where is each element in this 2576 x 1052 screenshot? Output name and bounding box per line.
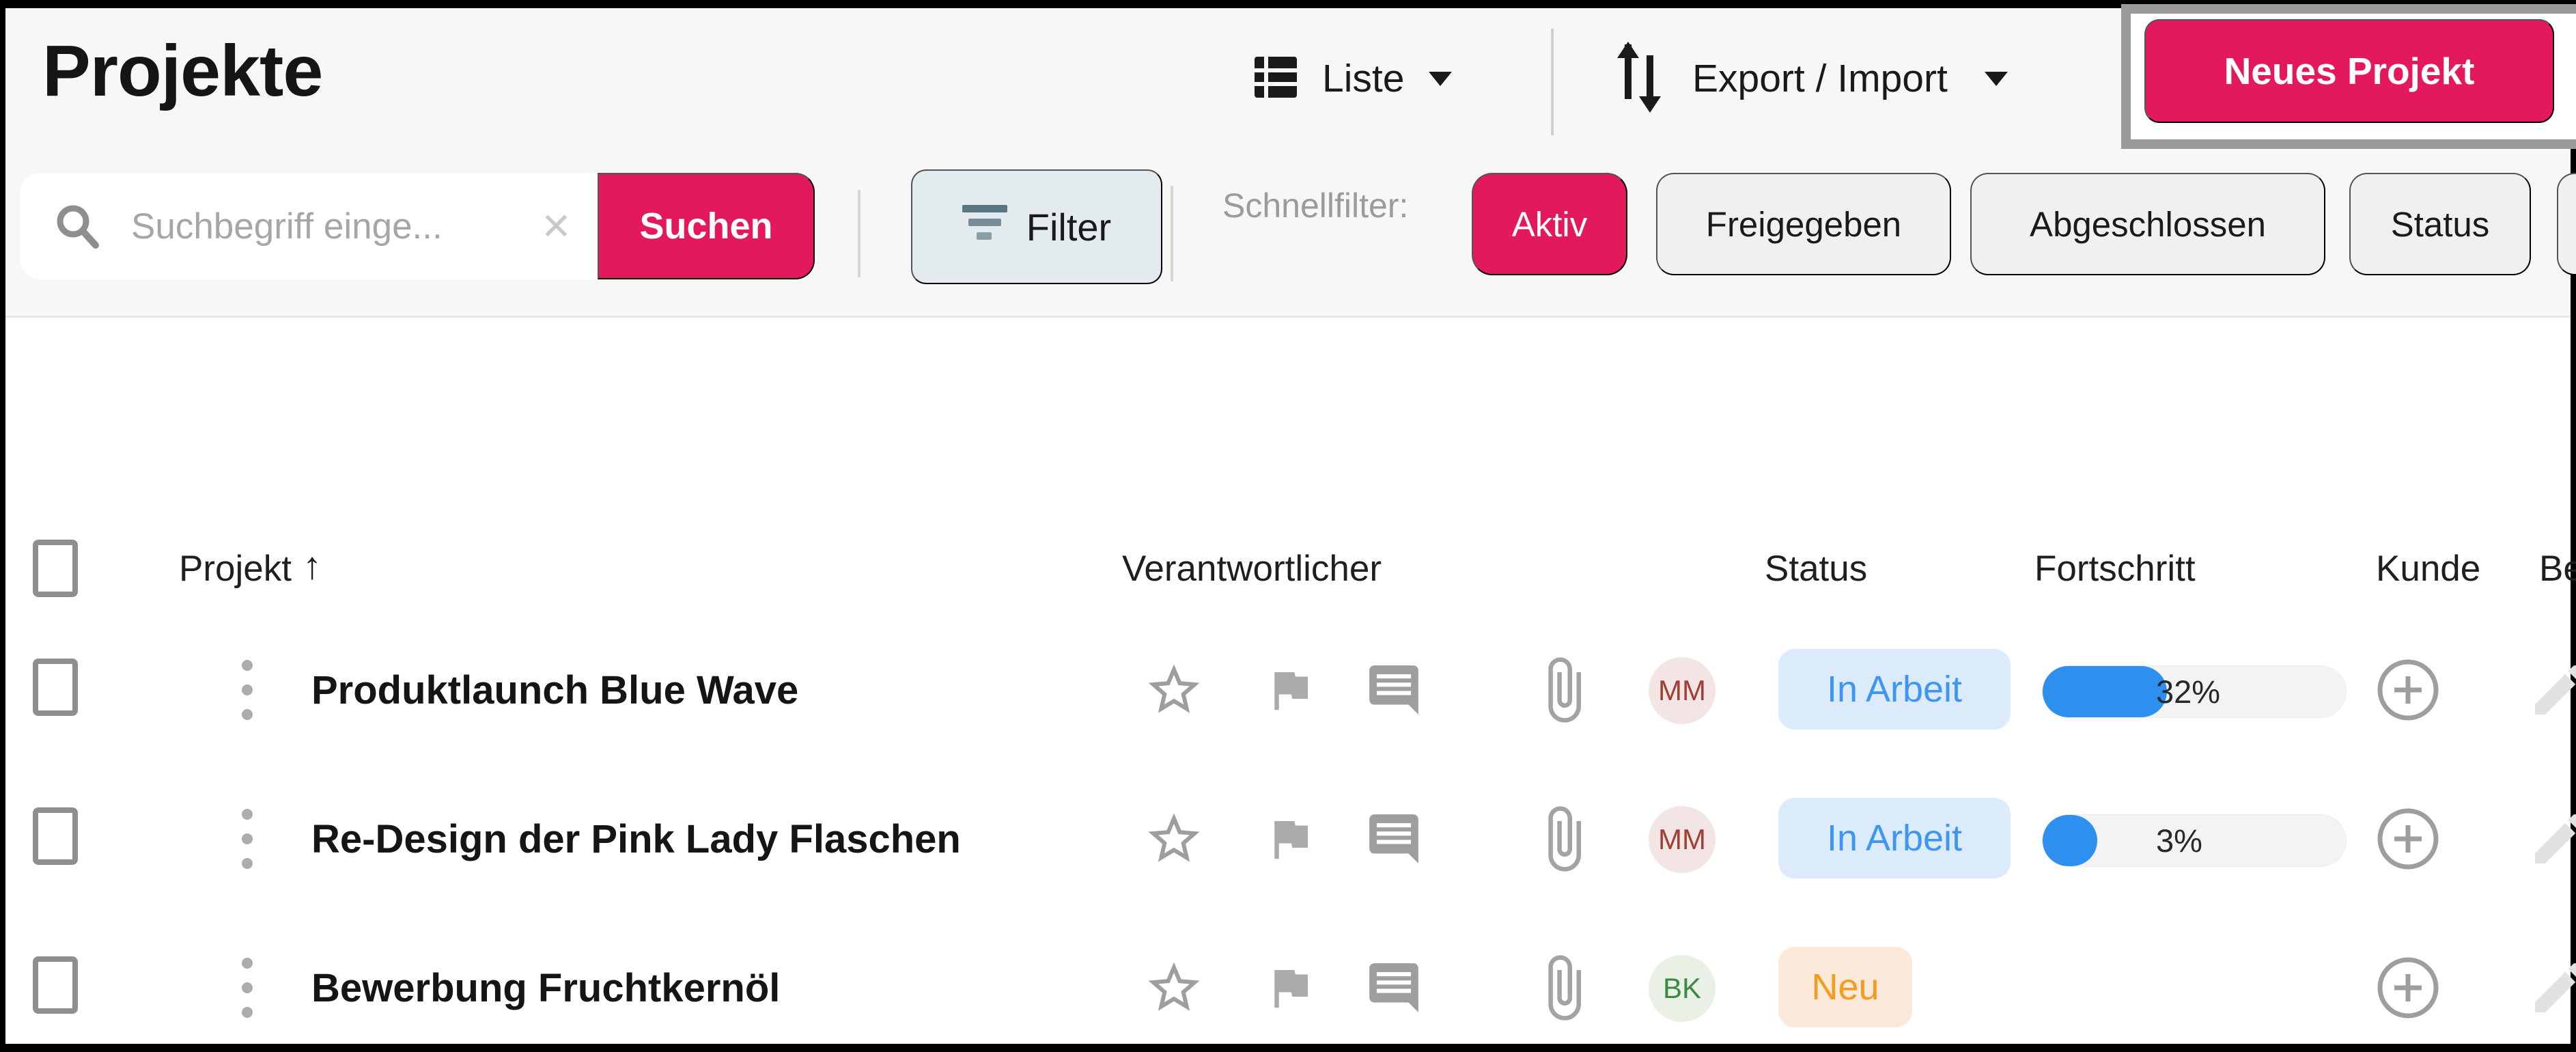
comment-icon[interactable] (1364, 764, 1423, 914)
project-name[interactable]: Re-Design der Pink Lady Flaschen (311, 816, 961, 861)
star-icon[interactable] (1143, 615, 1205, 765)
column-header-projekt[interactable]: Projekt ↑ (179, 543, 322, 589)
column-header-kunde[interactable]: Kunde (2376, 548, 2481, 589)
view-switcher-label: Liste (1322, 57, 1405, 100)
project-name[interactable]: Bewerbung Fruchtkernöl (311, 965, 781, 1010)
progress-fill (2043, 815, 2097, 866)
filter-divider (1171, 186, 1173, 281)
column-header-status[interactable]: Status (1765, 548, 1868, 589)
status-badge[interactable]: Neu (1778, 947, 1912, 1027)
page-title: Projekte (42, 31, 323, 111)
row-checkbox[interactable] (33, 956, 78, 1014)
chevron-down-icon (1429, 71, 1453, 86)
quick-filter-status[interactable]: Status (2349, 173, 2531, 275)
search-submit-button[interactable]: Suchen (598, 173, 815, 279)
up-down-arrows-icon (1613, 38, 1665, 120)
status-badge[interactable]: In Arbeit (1778, 798, 2011, 878)
filter-icon (962, 204, 1007, 251)
quick-filter-freigegeben[interactable]: Freigegeben (1656, 173, 1951, 275)
progress-bar: 32% (2042, 665, 2347, 718)
row-checkbox[interactable] (33, 807, 78, 865)
column-header-verantwortlicher[interactable]: Verantwortlicher (1122, 548, 1382, 589)
row-menu-kebab-icon[interactable] (235, 913, 260, 1052)
add-customer-icon[interactable] (2375, 806, 2441, 875)
filter-button[interactable]: Filter (911, 169, 1162, 284)
assignee-avatar[interactable]: MM (1649, 806, 1716, 873)
add-customer-icon[interactable] (2375, 657, 2441, 726)
assignee-avatar[interactable]: MM (1649, 657, 1716, 724)
search-divider (858, 190, 860, 277)
row-checkbox[interactable] (33, 659, 78, 716)
search-input[interactable]: Suchbegriff einge... ✕ (20, 173, 598, 279)
column-header-fortschritt[interactable]: Fortschritt (2034, 548, 2196, 589)
row-menu-kebab-icon[interactable] (235, 764, 260, 914)
search-icon (55, 203, 102, 254)
toolbar-divider (1551, 29, 1554, 135)
project-name[interactable]: Produktlaunch Blue Wave (311, 667, 799, 712)
view-switcher-liste[interactable]: Liste (1254, 27, 1453, 130)
star-icon[interactable] (1143, 913, 1205, 1052)
export-import-label: Export / Import (1692, 57, 1948, 100)
quick-filter-abgeschlossen[interactable]: Abgeschlossen (1970, 173, 2325, 275)
search-placeholder: Suchbegriff einge... (131, 206, 443, 247)
status-badge[interactable]: In Arbeit (1778, 649, 2011, 730)
column-header-truncated: Be (2539, 548, 2576, 589)
export-import-menu[interactable]: Export / Import (1613, 27, 2008, 130)
paperclip-icon[interactable] (1528, 764, 1599, 914)
comment-icon[interactable] (1364, 615, 1423, 765)
filter-label: Filter (1026, 205, 1112, 249)
quick-filter-cutoff[interactable] (2557, 173, 2576, 275)
table-header: Projekt ↑ Verantwortlicher Status Fortsc… (0, 526, 2576, 611)
assignee-avatar[interactable]: BK (1649, 955, 1716, 1022)
quick-filter-aktiv[interactable]: Aktiv (1472, 173, 1627, 275)
paperclip-icon[interactable] (1528, 615, 1599, 765)
chevron-down-icon (1984, 71, 2008, 86)
comment-icon[interactable] (1364, 913, 1423, 1052)
add-customer-icon[interactable] (2375, 955, 2441, 1024)
progress-fill (2043, 666, 2168, 717)
flag-icon[interactable] (1263, 913, 1317, 1052)
table-row: Bewerbung Fruchtkernöl BK Neu (0, 913, 2576, 1052)
select-all-checkbox[interactable] (33, 540, 78, 597)
clear-search-icon[interactable]: ✕ (540, 206, 572, 247)
edit-pencil-icon[interactable] (2527, 657, 2576, 726)
table-row: Re-Design der Pink Lady Flaschen MM In A… (0, 764, 2576, 914)
sort-ascending-icon: ↑ (302, 543, 322, 587)
row-menu-kebab-icon[interactable] (235, 615, 260, 765)
progress-bar: 3% (2042, 814, 2347, 867)
list-grid-icon (1254, 55, 1298, 102)
new-project-button[interactable]: Neues Projekt (2144, 19, 2554, 123)
progress-label: 3% (2156, 822, 2202, 859)
edit-pencil-icon[interactable] (2527, 806, 2576, 875)
progress-label: 32% (2156, 674, 2221, 710)
flag-icon[interactable] (1263, 764, 1317, 914)
edit-pencil-icon[interactable] (2527, 955, 2576, 1024)
quick-filter-label: Schnellfilter: (1222, 186, 1409, 225)
flag-icon[interactable] (1263, 615, 1317, 765)
paperclip-icon[interactable] (1528, 913, 1599, 1052)
star-icon[interactable] (1143, 764, 1205, 914)
table-row: Produktlaunch Blue Wave MM In Arbeit 32% (0, 615, 2576, 765)
